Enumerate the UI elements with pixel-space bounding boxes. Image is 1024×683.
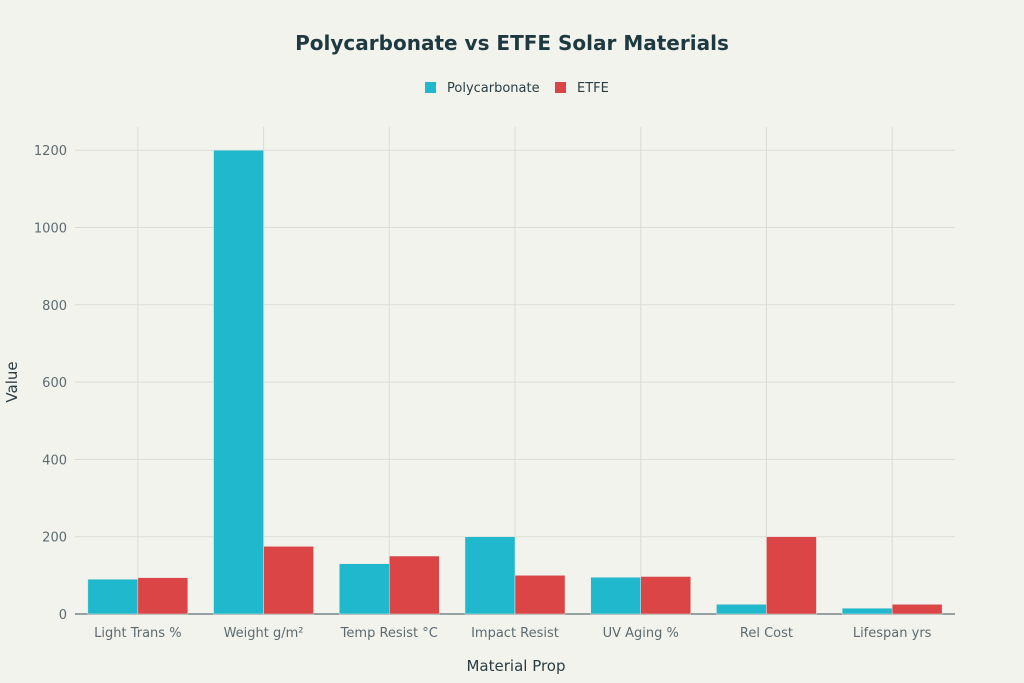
- y-tick-label: 1200: [34, 144, 67, 159]
- bar-polycarbonate-3: [464, 536, 516, 615]
- legend-label: ETFE: [577, 81, 609, 96]
- x-tick-label: Temp Resist °C: [340, 626, 438, 641]
- legend-swatch: [555, 82, 566, 93]
- bar-etfe-0: [137, 577, 189, 615]
- x-tick-label: Weight g/m²: [224, 626, 304, 641]
- y-tick-label: 200: [42, 531, 67, 546]
- x-axis-ticks: Light Trans % Weight g/m² Temp Resist °C Im…: [94, 626, 932, 641]
- bar-polycarbonate-5: [716, 604, 767, 615]
- bar-etfe-2: [389, 555, 440, 615]
- y-axis-label: Value: [3, 361, 21, 402]
- bar-etfe-1: [263, 546, 314, 615]
- y-tick-label: 800: [42, 299, 67, 314]
- bar-etfe-6: [891, 604, 943, 615]
- x-axis-label: Material Prop: [466, 657, 565, 675]
- bar-polycarbonate-1: [213, 149, 264, 615]
- legend-label: Polycarbonate: [447, 81, 540, 96]
- y-tick-label: 1000: [34, 221, 67, 236]
- y-tick-label: 0: [59, 608, 67, 623]
- bar-polycarbonate-0: [87, 578, 139, 615]
- y-axis-ticks: 0 200 400 600 800 1000 1200: [34, 144, 67, 623]
- x-tick-label: Impact Resist: [471, 626, 559, 641]
- bar-etfe-3: [514, 575, 566, 615]
- x-tick-label: UV Aging %: [603, 626, 679, 641]
- legend-swatch: [425, 82, 436, 93]
- bar-etfe-5: [766, 536, 817, 615]
- bar-polycarbonate-2: [339, 563, 390, 615]
- bar-polycarbonate-6: [841, 607, 893, 615]
- bar-etfe-4: [640, 576, 691, 615]
- legend: Polycarbonate ETFE: [425, 81, 609, 96]
- x-tick-label: Light Trans %: [94, 626, 181, 641]
- bar-polycarbonate-4: [590, 577, 641, 615]
- x-tick-label: Lifespan yrs: [853, 626, 932, 641]
- chart-title: Polycarbonate vs ETFE Solar Materials: [295, 31, 729, 55]
- x-tick-label: Rel Cost: [740, 626, 793, 641]
- y-tick-label: 400: [42, 453, 67, 468]
- y-tick-label: 600: [42, 376, 67, 391]
- bars: [87, 149, 943, 615]
